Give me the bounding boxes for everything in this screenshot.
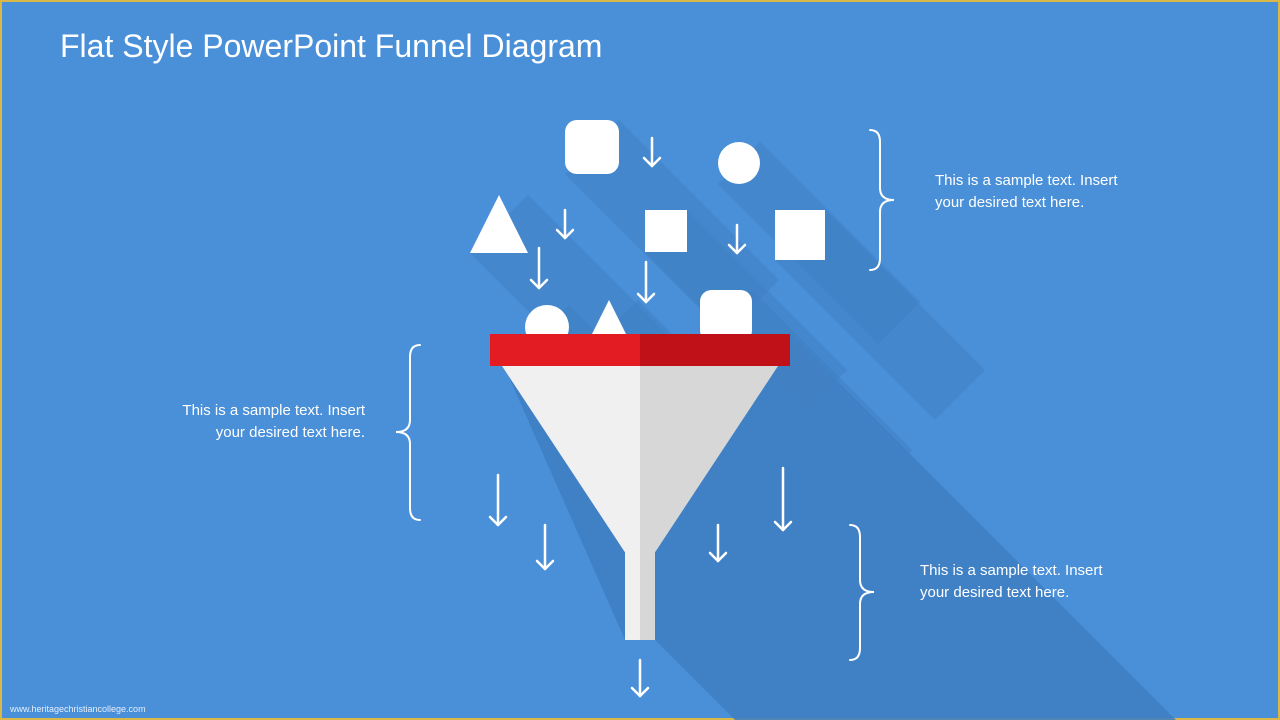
watermark: www.heritagechristiancollege.com [10, 704, 146, 714]
shape-square [775, 210, 825, 260]
callout-mid-left: This is a sample text. Insert your desir… [155, 400, 365, 444]
brace [870, 130, 894, 270]
funnel-rim [640, 334, 790, 366]
shape-rounded-square [565, 120, 619, 174]
shape-square [645, 210, 687, 252]
callout-top-right: This is a sample text. Insert your desir… [935, 170, 1145, 214]
funnel-rim [490, 334, 640, 366]
callout-text: This is a sample text. Insert your desir… [920, 562, 1103, 601]
brace [396, 345, 420, 520]
slide: Flat Style PowerPoint Funnel Diagram Thi… [0, 0, 1280, 720]
shape-circle [718, 142, 760, 184]
callout-text: This is a sample text. Insert your desir… [935, 172, 1118, 211]
callout-bottom-right: This is a sample text. Insert your desir… [920, 560, 1130, 604]
funnel-diagram [0, 0, 1280, 720]
callout-text: This is a sample text. Insert your desir… [182, 402, 365, 441]
